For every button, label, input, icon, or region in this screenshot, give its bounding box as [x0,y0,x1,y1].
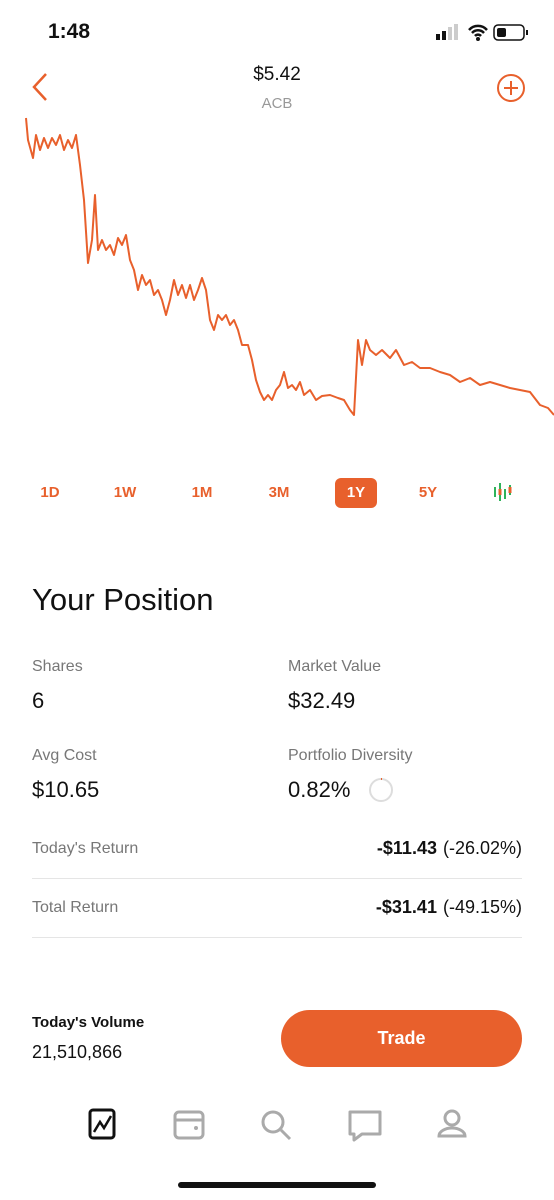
tab-wallet[interactable] [173,1110,205,1140]
stat-label: Portfolio Diversity [288,747,413,764]
ticker: ACB [261,95,293,112]
stat-value: $32.49 [288,688,356,713]
range-option[interactable]: 1W [113,484,137,501]
price-line [25,117,554,416]
return-row: Today's Return -$11.43 (-26.02%) [32,820,522,879]
diversity-ring [369,777,393,802]
add-button[interactable] [496,73,526,103]
stat-value: $10.65 [32,777,100,802]
range-option[interactable]: 3M [268,484,290,501]
status-icons [436,24,528,41]
tab-search[interactable] [261,1110,292,1141]
range-option[interactable]: 1Y [335,478,377,508]
return-percent: (-26.02%) [442,838,522,858]
tab-profile[interactable] [437,1109,467,1138]
return-amount: -$31.41 [375,897,437,917]
range-selector: 1D 1W 1M 3M 1Y 5Y [0,478,554,508]
back-button[interactable] [28,72,52,102]
price: $5.42 [253,64,301,85]
tab-bar [88,1108,467,1142]
trade-button[interactable]: Trade [281,1010,522,1067]
return-value: -$31.41 (-49.15%) [376,897,522,918]
home-indicator [178,1182,376,1188]
return-label: Total Return [32,899,119,916]
status-time: 1:48 [48,20,91,43]
stat-value: 0.82% [288,777,351,802]
return-value: -$11.43 (-26.02%) [377,838,522,859]
return-percent: (-49.15%) [442,897,522,917]
range-option[interactable]: 1D [40,484,60,501]
candle-toggle[interactable] [492,481,514,503]
range-option[interactable]: 5Y [418,484,438,501]
tab-chart[interactable] [88,1108,116,1140]
return-row: Total Return -$31.41 (-49.15%) [32,879,522,938]
range-option[interactable]: 1M [191,484,213,501]
stat-label: Shares [32,658,83,675]
stat-label: Avg Cost [32,747,97,764]
volume-value: 21,510,866 [32,1042,123,1062]
position-title: Your Position [32,582,214,617]
tab-messages[interactable] [348,1110,382,1142]
return-amount: -$11.43 [376,838,437,858]
volume-label: Today's Volume [32,1014,145,1031]
stat-label: Market Value [288,658,382,675]
return-label: Today's Return [32,840,139,857]
stat-value: 6 [32,688,45,713]
